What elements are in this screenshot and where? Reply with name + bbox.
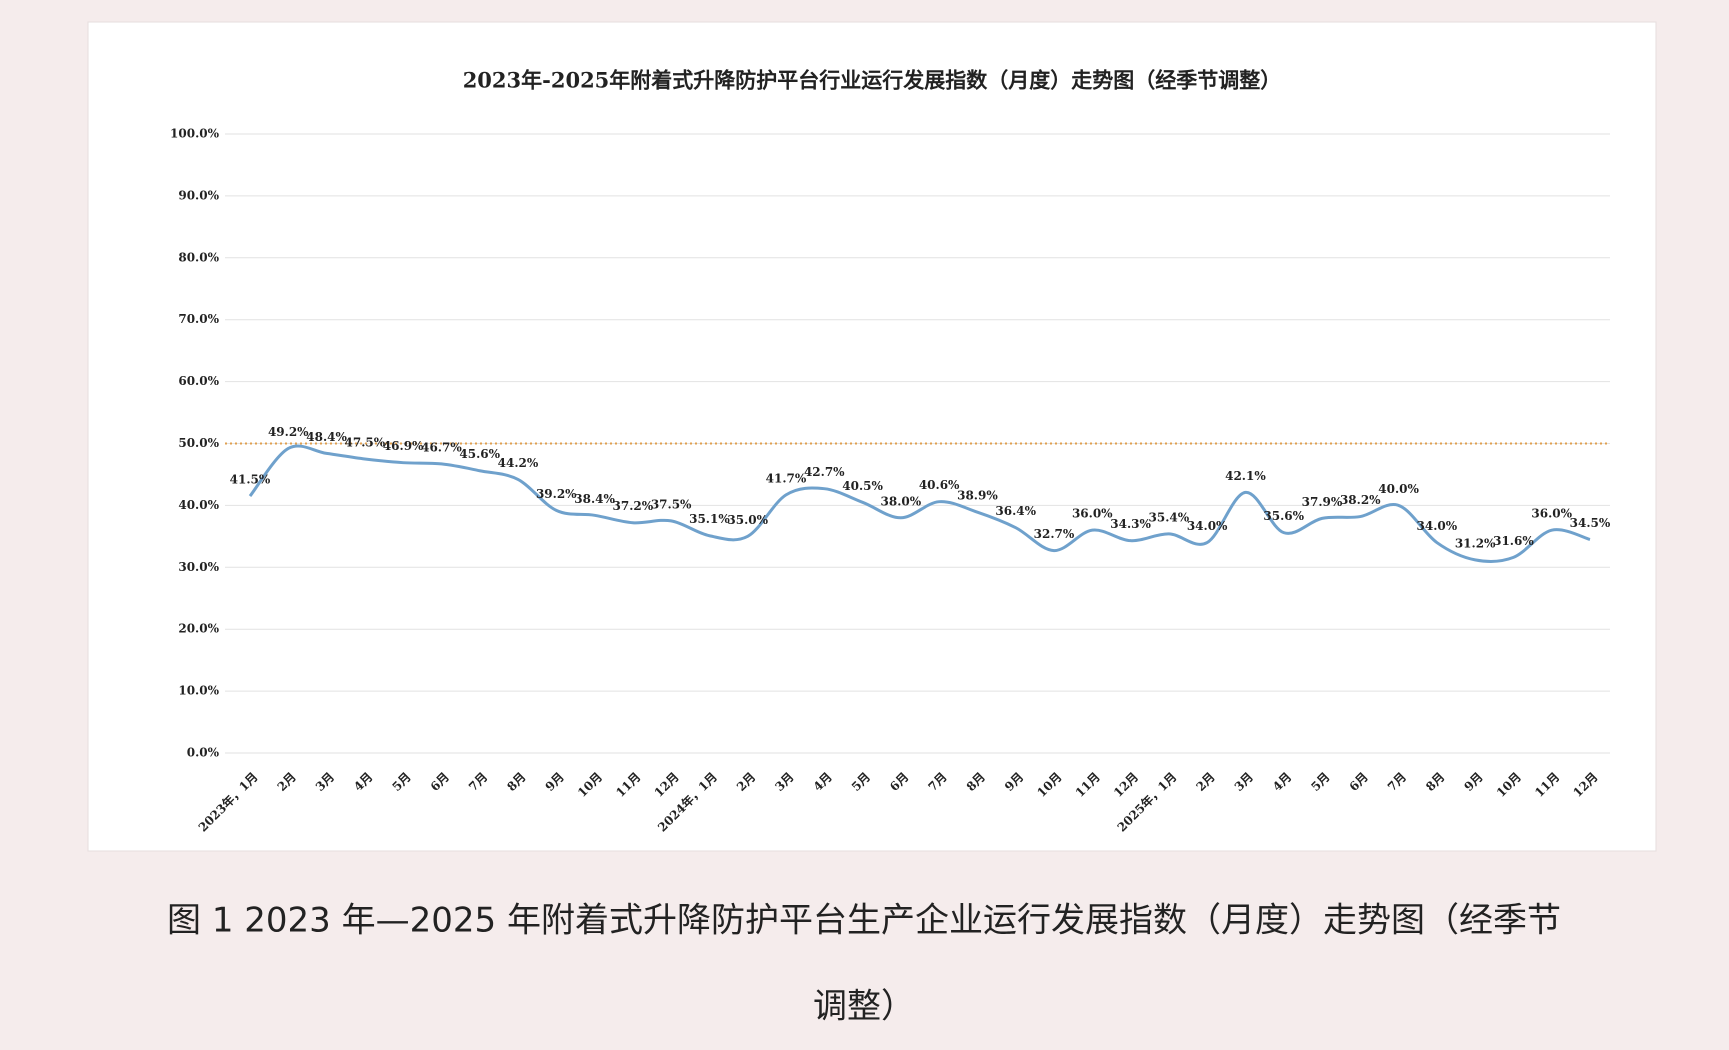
value-label: 35.1% bbox=[689, 512, 730, 526]
value-label: 38.0% bbox=[881, 494, 922, 508]
value-label: 37.5% bbox=[651, 497, 692, 511]
value-label: 38.9% bbox=[957, 489, 998, 503]
y-tick-label: 20.0% bbox=[178, 622, 219, 636]
y-tick-label: 0.0% bbox=[187, 746, 220, 760]
value-label: 37.9% bbox=[1302, 495, 1343, 509]
value-label: 31.6% bbox=[1493, 534, 1534, 548]
value-label: 46.9% bbox=[383, 439, 424, 453]
value-label: 32.7% bbox=[1034, 527, 1075, 541]
value-label: 34.0% bbox=[1187, 519, 1228, 533]
value-label: 38.4% bbox=[574, 492, 615, 506]
value-label: 35.6% bbox=[1263, 509, 1304, 523]
value-label: 31.2% bbox=[1455, 536, 1496, 550]
value-label: 41.5% bbox=[230, 473, 271, 487]
caption: 调整） bbox=[813, 987, 915, 1027]
value-label: 44.2% bbox=[498, 456, 539, 470]
value-label: 37.2% bbox=[613, 499, 654, 513]
value-label: 36.0% bbox=[1531, 507, 1572, 521]
value-label: 35.4% bbox=[1149, 510, 1190, 524]
value-label: 35.0% bbox=[727, 513, 768, 527]
value-label: 46.7% bbox=[421, 440, 462, 454]
value-label: 39.2% bbox=[536, 487, 577, 501]
value-label: 42.7% bbox=[804, 465, 845, 479]
value-label: 47.5% bbox=[345, 435, 386, 449]
caption: 图 1 2023 年—2025 年附着式升降防护平台生产企业运行发展指数（月度）… bbox=[167, 901, 1561, 941]
value-label: 45.6% bbox=[459, 447, 500, 461]
y-tick-label: 60.0% bbox=[178, 374, 219, 388]
value-label: 36.0% bbox=[1072, 507, 1113, 521]
chart-frame bbox=[87, 21, 1657, 852]
value-label: 48.4% bbox=[306, 430, 347, 444]
value-label: 40.6% bbox=[919, 478, 960, 492]
y-tick-label: 50.0% bbox=[178, 436, 219, 450]
y-tick-label: 40.0% bbox=[178, 498, 219, 512]
value-label: 42.1% bbox=[1225, 469, 1266, 483]
value-label: 41.7% bbox=[766, 471, 807, 485]
y-tick-label: 100.0% bbox=[170, 127, 220, 141]
series-line bbox=[248, 444, 1591, 563]
value-label: 40.5% bbox=[842, 479, 883, 493]
value-label: 36.4% bbox=[995, 504, 1036, 518]
value-label: 49.2% bbox=[268, 425, 309, 439]
y-tick-label: 30.0% bbox=[178, 560, 219, 574]
value-label: 40.0% bbox=[1378, 482, 1419, 496]
value-label: 34.0% bbox=[1417, 519, 1458, 533]
value-label: 34.3% bbox=[1110, 517, 1151, 531]
value-label: 34.5% bbox=[1570, 516, 1611, 530]
y-tick-label: 90.0% bbox=[178, 188, 219, 202]
y-tick-label: 80.0% bbox=[178, 250, 219, 264]
y-tick-label: 10.0% bbox=[178, 684, 219, 698]
chart-title: 2023年-2025年附着式升降防护平台行业运行发展指数（月度）走势图（经季节调… bbox=[463, 68, 1282, 93]
y-tick-label: 70.0% bbox=[178, 312, 219, 326]
value-label: 38.2% bbox=[1340, 493, 1381, 507]
